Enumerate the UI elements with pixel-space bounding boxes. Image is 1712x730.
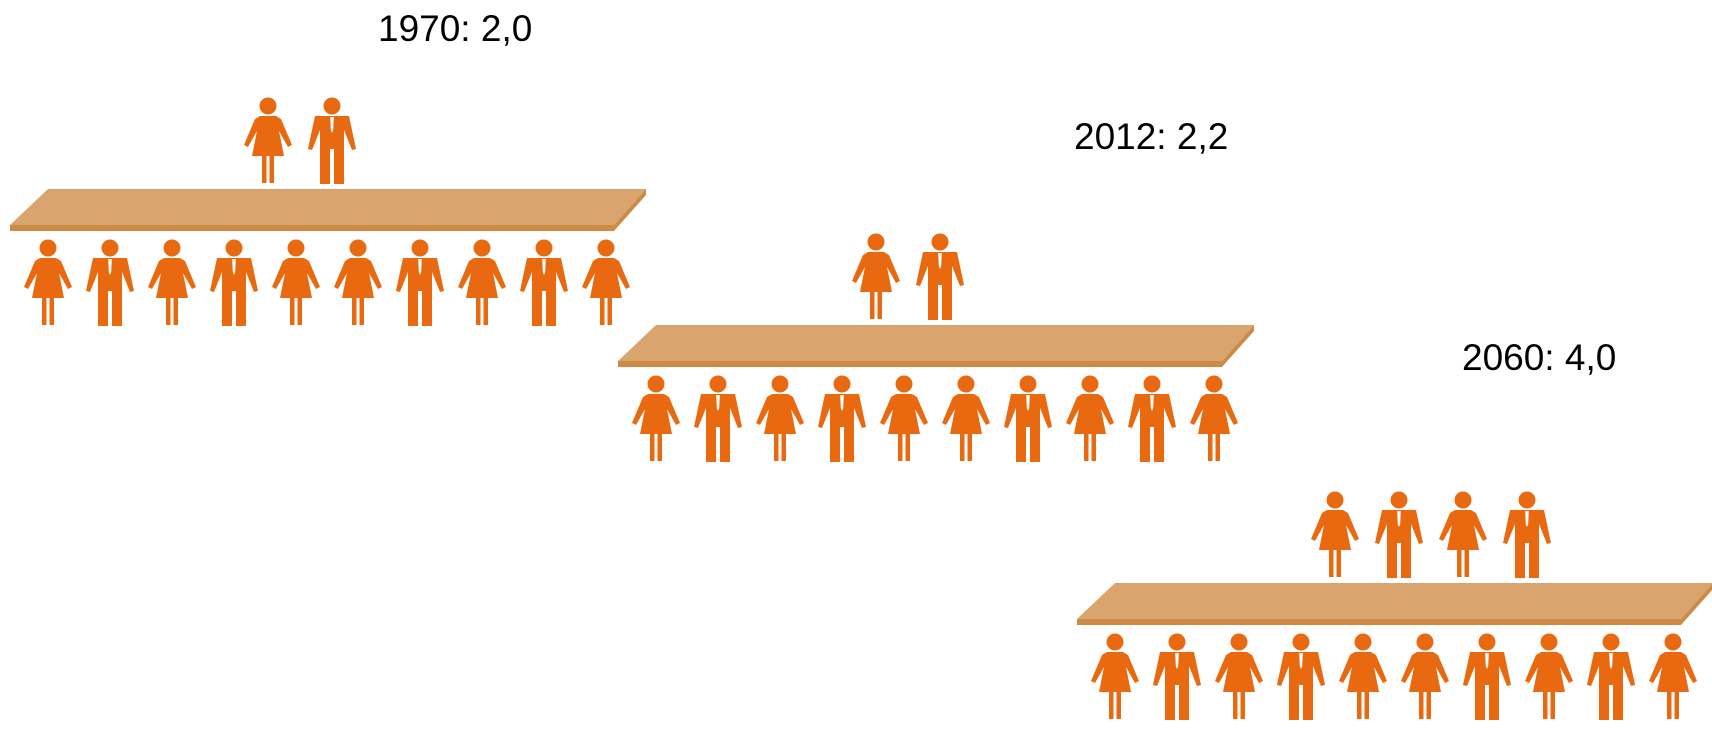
supporter-man-icon [1004,375,1052,462]
shelf [1077,583,1712,625]
supporter-woman-icon [1190,375,1238,461]
supported-woman-icon [244,97,292,183]
shelf-side [1222,325,1254,367]
supported-man-icon [1503,491,1551,578]
supported-woman-icon [1439,491,1487,577]
supporter-woman-icon [1215,633,1263,719]
supporter-man-icon [86,239,134,326]
supported-man-icon [308,97,356,184]
supporter-man-icon [1128,375,1176,462]
supporter-man-icon [1153,633,1201,720]
supporter-woman-icon [334,239,382,325]
supported-man-icon [1375,491,1423,578]
supporter-man-icon [396,239,444,326]
supporter-woman-icon [1401,633,1449,719]
supporter-woman-icon [272,239,320,325]
supported-man-icon [916,233,964,320]
supporter-man-icon [520,239,568,326]
group-0 [10,97,646,326]
caption-2012: 2012: 2,2 [1074,116,1229,157]
caption-2060: 2060: 4,0 [1462,337,1617,378]
group-1 [618,233,1254,462]
supporter-woman-icon [942,375,990,461]
supporter-woman-icon [148,239,196,325]
supported-woman-icon [980,233,1004,319]
supporter-woman-icon [1525,633,1573,719]
supporter-woman-icon [632,375,680,461]
supporter-man-icon [1277,633,1325,720]
shelf-front [10,225,614,231]
supported-woman-icon [852,233,900,319]
shelf [10,189,646,231]
supported-woman-icon [1311,491,1359,577]
supporter-man-icon [1463,633,1511,720]
supporter-man-icon [694,375,742,462]
supporter-woman-icon [1066,375,1114,461]
shelf [618,325,1254,367]
supporter-man-icon [818,375,866,462]
supporter-woman-icon [880,375,928,461]
shelf-front [1077,619,1681,625]
shelf-top [10,189,646,225]
supporter-man-icon [1587,633,1635,720]
shelf-front [618,361,1222,367]
shelf-top [618,325,1254,361]
supporter-woman-icon [1091,633,1139,719]
supporter-woman-icon [1339,633,1387,719]
supporter-woman-icon [756,375,804,461]
supporter-woman-icon [24,239,72,325]
supporter-woman-icon [458,239,506,325]
supporter-woman-icon [1649,633,1697,719]
supporter-woman-icon [582,239,630,325]
shelf-side [614,189,646,231]
shelf-side [1681,584,1712,625]
group-2 [1077,491,1712,720]
supporter-man-icon [210,239,258,326]
caption-1970: 1970: 2,0 [378,8,533,49]
shelf-top [1077,583,1712,619]
